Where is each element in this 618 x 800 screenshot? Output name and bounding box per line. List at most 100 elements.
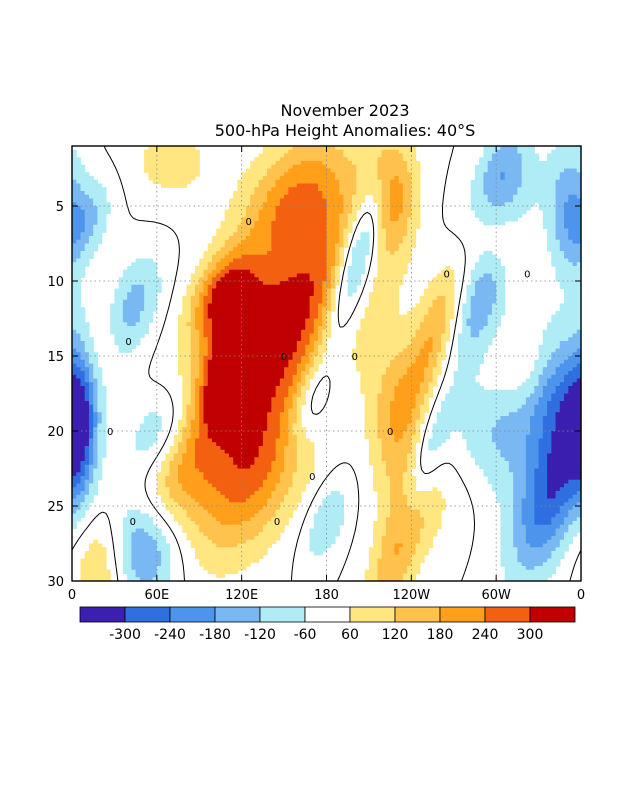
field-cell [542,224,548,230]
field-cell [572,307,578,312]
field-cell [288,153,294,158]
field-cell [491,168,497,173]
field-cell [72,284,77,290]
field-cell [97,393,103,398]
field-cell [254,326,260,331]
field-cell [547,389,552,395]
field-cell [334,247,340,252]
field-cell [474,389,480,395]
field-cell [394,191,400,196]
field-cell [271,187,277,192]
field-cell [84,322,90,327]
field-cell [343,194,349,200]
field-cell [250,247,255,252]
field-cell [568,232,574,237]
field-cell [156,161,162,166]
field-cell [487,258,493,263]
field-cell [233,198,239,203]
field-cell [220,243,226,248]
field-cell [530,371,535,376]
field-cell [114,326,120,331]
field-cell [496,389,502,395]
field-cell [377,389,383,395]
field-cell [411,367,417,372]
field-cell [309,183,315,188]
field-cell [241,292,247,297]
field-cell [559,367,565,372]
field-cell [76,352,82,357]
field-cell [72,239,77,245]
field-cell [101,206,107,211]
field-cell [195,341,200,346]
field-cell [576,157,582,162]
field-cell [190,318,196,323]
field-cell [508,217,514,222]
field-cell [330,187,336,192]
field-cell [211,374,217,380]
field-cell [318,303,323,308]
field-cell [275,179,281,185]
field-cell [542,183,548,188]
field-cell [572,176,578,181]
field-cell [576,224,582,230]
field-cell [233,243,239,248]
field-cell [385,149,391,155]
field-cell [559,386,565,391]
field-cell [228,213,234,218]
field-cell [284,288,289,293]
field-cell [254,389,260,395]
field-cell [233,348,239,353]
field-cell [275,213,281,218]
field-cell [237,258,243,263]
field-cell [72,217,77,222]
field-cell [504,157,510,162]
field-cell [88,202,94,207]
field-cell [207,243,213,248]
field-cell [322,266,328,271]
field-cell [271,153,277,158]
field-cell [559,191,565,196]
field-cell [80,172,86,177]
field-cell [233,273,239,278]
field-cell [288,322,294,327]
field-cell [377,352,383,357]
field-cell [547,374,552,380]
field-cell [474,269,480,275]
field-cell [161,157,166,162]
field-cell [288,266,294,271]
field-cell [275,168,281,173]
field-cell [254,292,260,297]
field-cell [572,281,578,286]
field-cell [220,329,226,335]
field-cell [568,172,574,177]
field-cell [547,363,552,368]
field-cell [241,213,247,218]
field-cell [496,281,502,286]
field-cell [356,243,362,248]
field-cell [258,251,264,256]
field-cell [279,172,285,177]
field-cell [445,303,451,308]
field-cell [487,172,493,177]
field-cell [245,251,251,256]
field-cell [318,146,323,151]
field-cell [254,164,260,170]
field-cell [275,232,281,237]
field-cell [568,191,574,196]
field-cell [284,284,289,290]
field-cell [292,378,298,383]
field-cell [122,296,128,301]
field-cell [288,161,294,166]
field-cell [318,292,323,297]
field-cell [568,254,574,260]
field-cell [122,303,128,308]
field-cell [445,326,451,331]
field-cell [555,262,561,267]
field-cell [84,382,90,387]
field-cell [288,299,294,305]
field-cell [360,363,366,368]
field-cell [572,221,578,226]
field-cell [178,318,183,323]
field-cell [241,269,247,275]
field-cell [284,269,289,275]
